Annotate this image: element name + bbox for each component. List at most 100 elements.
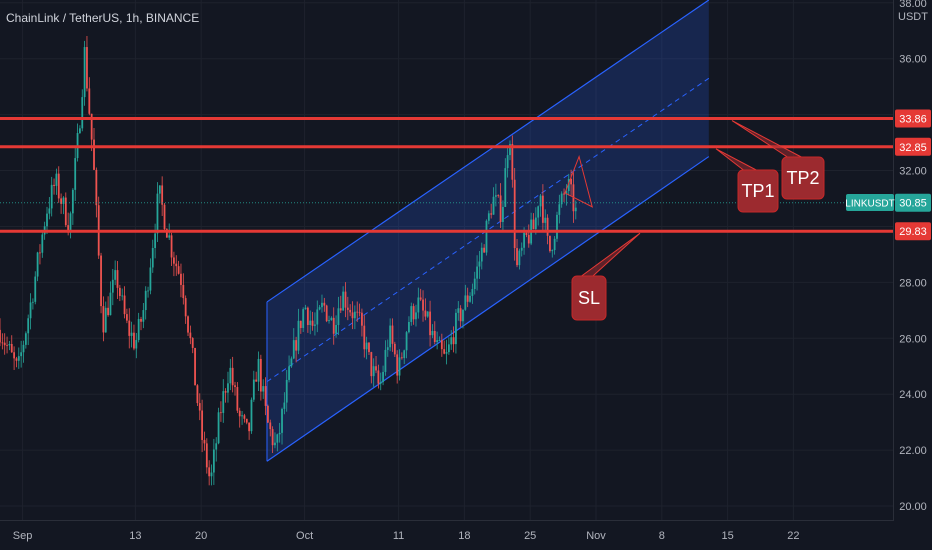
callout-tp1[interactable]: TP1 (715, 148, 779, 213)
candle-body (323, 302, 326, 306)
callout-tp2[interactable]: TP2 (731, 120, 825, 200)
candle-body (344, 291, 347, 308)
time-tick-label: Sep (13, 530, 33, 542)
candle-body (403, 350, 406, 359)
time-tick-label: 8 (659, 530, 665, 542)
candle-body (556, 214, 558, 239)
symbol-label-name: LINKUSDT (845, 199, 894, 210)
candle-body (485, 220, 488, 253)
candle-body (438, 340, 441, 342)
candle-body (311, 320, 314, 326)
candle-body (553, 238, 556, 251)
candle-body (318, 307, 321, 310)
candle-body (74, 158, 77, 190)
candle-body (424, 310, 427, 317)
candle-body (499, 195, 502, 222)
candle-body (513, 179, 516, 249)
candle-body (227, 383, 229, 393)
candle-body (15, 358, 18, 361)
candle-body (370, 352, 373, 377)
candle-body (234, 385, 236, 388)
time-tick-label: 22 (787, 530, 799, 542)
candle-body (140, 318, 142, 322)
candle-body (48, 208, 51, 214)
candle-body (137, 318, 140, 341)
candle-body (353, 311, 356, 319)
candle-body (487, 213, 490, 221)
candle-body (295, 340, 298, 351)
candle-body (480, 247, 483, 262)
candle-body (3, 342, 6, 346)
candle-body (149, 267, 152, 291)
candle-body (154, 233, 157, 249)
candle-body (563, 193, 565, 195)
candle-body (375, 366, 377, 371)
candle-body (490, 213, 493, 215)
candle-body (504, 168, 507, 207)
candle-body (419, 297, 422, 300)
price-tick-label: 20.00 (899, 501, 927, 513)
candle-body (544, 217, 547, 223)
candle-body (156, 193, 159, 234)
candle-body (478, 261, 481, 267)
candle-body (471, 289, 474, 296)
candle-body (546, 217, 549, 236)
candle-body (100, 255, 102, 307)
candle-body (180, 273, 182, 285)
candle-body (224, 391, 227, 393)
candle-body (147, 290, 149, 292)
candle-body (118, 287, 121, 296)
candle-body (431, 330, 434, 336)
time-tick-label: 13 (129, 530, 141, 542)
price-tick-label: 38.00 (899, 0, 927, 10)
candle-body (79, 128, 81, 134)
candle-body (450, 337, 453, 345)
candle-body (165, 229, 168, 238)
candle-body (187, 316, 189, 333)
candle-body (285, 379, 288, 403)
candle-body (121, 295, 124, 297)
candle-body (560, 193, 563, 205)
callout-label: TP2 (786, 168, 819, 188)
candle-body (574, 207, 577, 212)
candle-body (462, 309, 464, 322)
candle-body (46, 213, 48, 227)
time-axis[interactable]: Sep 13 20 Oct 11 18 25 Nov 8 15 22 (13, 530, 800, 542)
candle-body (271, 429, 274, 446)
candle-body (198, 403, 201, 411)
price-badge-label: 30.85 (899, 198, 927, 210)
price-tick-label: 26.00 (899, 333, 927, 345)
candle-body (429, 311, 431, 336)
candle-body (158, 185, 161, 194)
candle-body (238, 410, 241, 417)
candle-body (20, 352, 23, 357)
candle-body (398, 357, 401, 376)
candle-body (151, 248, 154, 268)
candle-body (243, 415, 246, 419)
candle-body (245, 418, 248, 423)
candle-body (386, 347, 389, 350)
candle-body (309, 320, 312, 326)
candle-body (281, 408, 283, 433)
price-badge-linkusdt (895, 193, 931, 212)
candle-body (36, 252, 39, 277)
candle-body (220, 412, 222, 414)
candle-body (306, 307, 309, 326)
candle-body (8, 343, 11, 346)
candle-body (135, 340, 138, 349)
candle-body (212, 449, 215, 473)
candle-body (466, 295, 469, 302)
candle-body (452, 337, 455, 345)
candle-body (222, 391, 225, 413)
annotations[interactable]: TP1 TP2 SL (564, 120, 825, 321)
candle-body (257, 358, 260, 382)
candle-body (351, 312, 354, 319)
candle-body (116, 270, 119, 288)
candle-body (32, 301, 34, 303)
candle-body (163, 204, 166, 230)
price-badge-tp2 (895, 109, 931, 128)
callout-sl[interactable]: SL (571, 232, 641, 321)
callout-box (781, 156, 825, 200)
candle-body (527, 234, 530, 244)
